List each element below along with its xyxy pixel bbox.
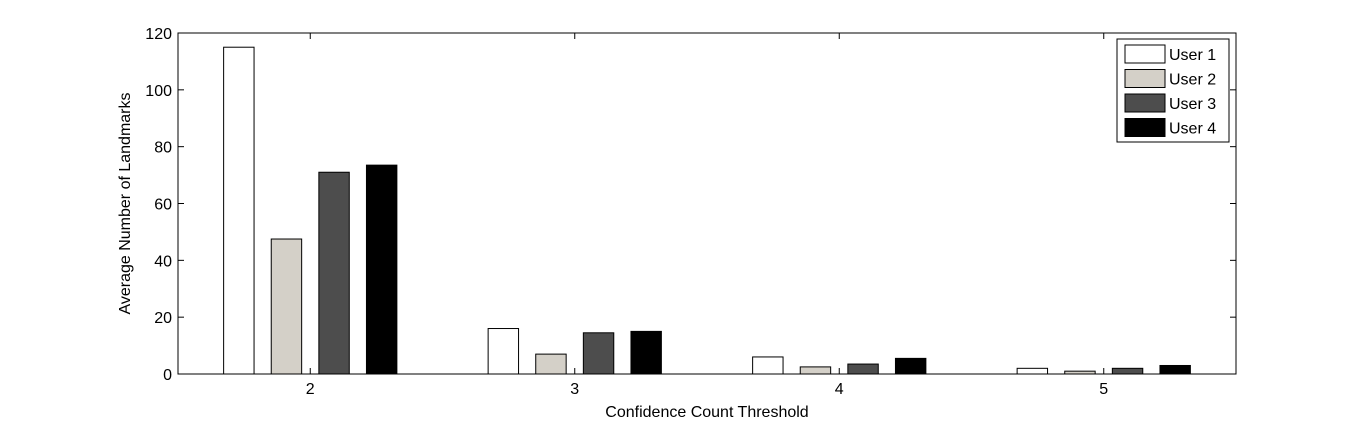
y-tick-label: 0 [163,367,172,384]
bar-user-3-threshold-4 [847,363,879,375]
bar-user-4-threshold-3 [630,330,662,375]
bar-user-1-threshold-2 [223,46,255,375]
legend-label-user-2: User 2 [1169,72,1216,89]
legend-swatch-user-1 [1124,44,1166,64]
bar-user-1-threshold-5 [1016,367,1049,375]
bar-user-2-threshold-3 [535,353,567,375]
x-tick-label: 4 [835,381,844,398]
y-tick-label: 120 [145,26,172,43]
ticks-layer: 2 3 4 5 0 20 40 60 80 100 120 [145,26,1236,398]
y-tick-label: 80 [154,140,172,157]
x-tick-label: 2 [306,381,315,398]
bar-user-3-threshold-3 [582,332,615,375]
x-tick-label: 5 [1099,381,1108,398]
legend-label-user-1: User 1 [1169,47,1216,64]
y-axis-title: Average Number of Landmarks [117,92,134,314]
bar-user-1-threshold-3 [487,328,520,375]
bar-user-4-threshold-4 [894,357,927,375]
bar-user-4-threshold-2 [365,164,398,375]
y-tick-label: 40 [154,253,172,270]
legend: User 1 User 2 User 3 User 4 [1116,38,1230,143]
legend-swatch-user-4 [1124,118,1166,137]
y-tick-label: 100 [145,83,172,100]
legend-label-user-4: User 4 [1169,121,1216,138]
y-tick-label: 60 [154,197,172,214]
x-tick-label: 3 [570,381,579,398]
legend-label-user-3: User 3 [1169,96,1216,113]
legend-swatch-user-3 [1124,93,1166,113]
bar-user-3-threshold-5 [1111,367,1144,375]
x-axis-title: Confidence Count Threshold [605,404,808,421]
bar-user-2-threshold-4 [799,366,832,375]
bar-user-4-threshold-5 [1159,364,1191,375]
bar-user-2-threshold-2 [270,238,303,375]
y-tick-label: 20 [154,310,172,327]
bars-layer [223,46,1191,375]
bar-user-3-threshold-2 [318,171,350,375]
bar-user-1-threshold-4 [752,356,784,375]
legend-swatch-user-2 [1124,69,1166,88]
